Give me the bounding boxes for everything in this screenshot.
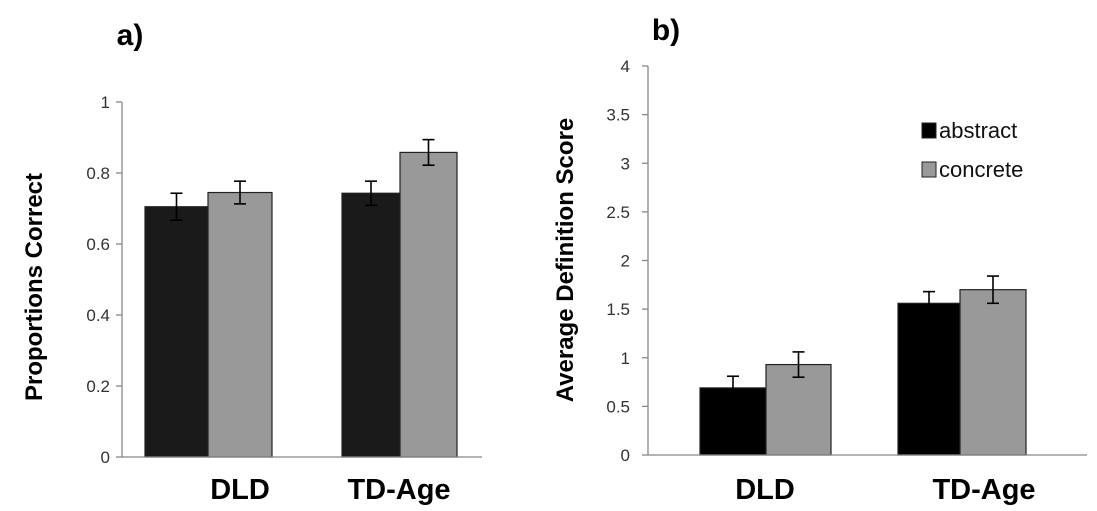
y-tick-label: 0.6 (86, 235, 110, 254)
x-category-label: DLD (735, 474, 795, 506)
x-category-label: TD-Age (932, 474, 1035, 506)
legend-swatch-abstract (921, 122, 937, 139)
legend-label-concrete: concrete (939, 157, 1023, 182)
bar-td-age-series-1 (959, 289, 1027, 456)
y-tick-label: 0.8 (86, 164, 110, 183)
y-tick-label: 2.5 (606, 203, 630, 222)
y-tick-label: 0 (101, 448, 110, 467)
bar-td-age-series-0 (341, 192, 401, 458)
legend-label-abstract: abstract (939, 118, 1017, 143)
y-axis-title: Average Definition Score (552, 118, 579, 403)
y-tick-label: 3.5 (606, 106, 630, 125)
y-tick-label: 4 (621, 57, 630, 76)
y-tick-label: 3 (621, 154, 630, 173)
y-tick-label: 1 (621, 349, 630, 368)
y-tick-label: 2 (621, 252, 630, 271)
x-category-label: TD-Age (347, 474, 450, 506)
y-axis-title: Proportions Correct (21, 173, 48, 401)
panel-label: a) (117, 19, 144, 52)
panel-label: b) (652, 14, 680, 47)
y-tick-label: 1 (101, 93, 110, 112)
bar-dld-series-1 (207, 191, 273, 458)
y-tick-label: 0.4 (86, 306, 110, 325)
legend-swatch-concrete (921, 161, 937, 178)
bar-dld-series-0 (144, 206, 209, 458)
bar-td-age-series-1 (399, 151, 458, 458)
y-tick-label: 0 (621, 446, 630, 465)
chart-panel-b: b) Average Definition Score 0 0.5 1 1.5 2 2.5 3 3… (552, 14, 1087, 506)
y-tick-label: 0.5 (606, 397, 630, 416)
x-category-label: DLD (210, 474, 270, 506)
chart-panel-a: a) Proportions Correct 0 0.2 0.4 0.6 0.8 1 DLD TD… (21, 19, 482, 506)
bar-dld-series-1 (765, 363, 832, 456)
y-tick-label: 0.2 (86, 377, 110, 396)
y-tick-label: 1.5 (606, 300, 630, 319)
legend: abstract concrete (921, 118, 1023, 182)
bar-td-age-series-0 (897, 302, 961, 456)
